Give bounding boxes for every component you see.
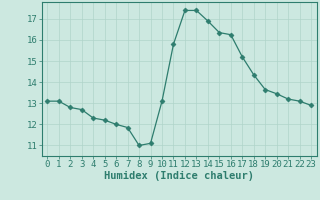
X-axis label: Humidex (Indice chaleur): Humidex (Indice chaleur): [104, 171, 254, 181]
